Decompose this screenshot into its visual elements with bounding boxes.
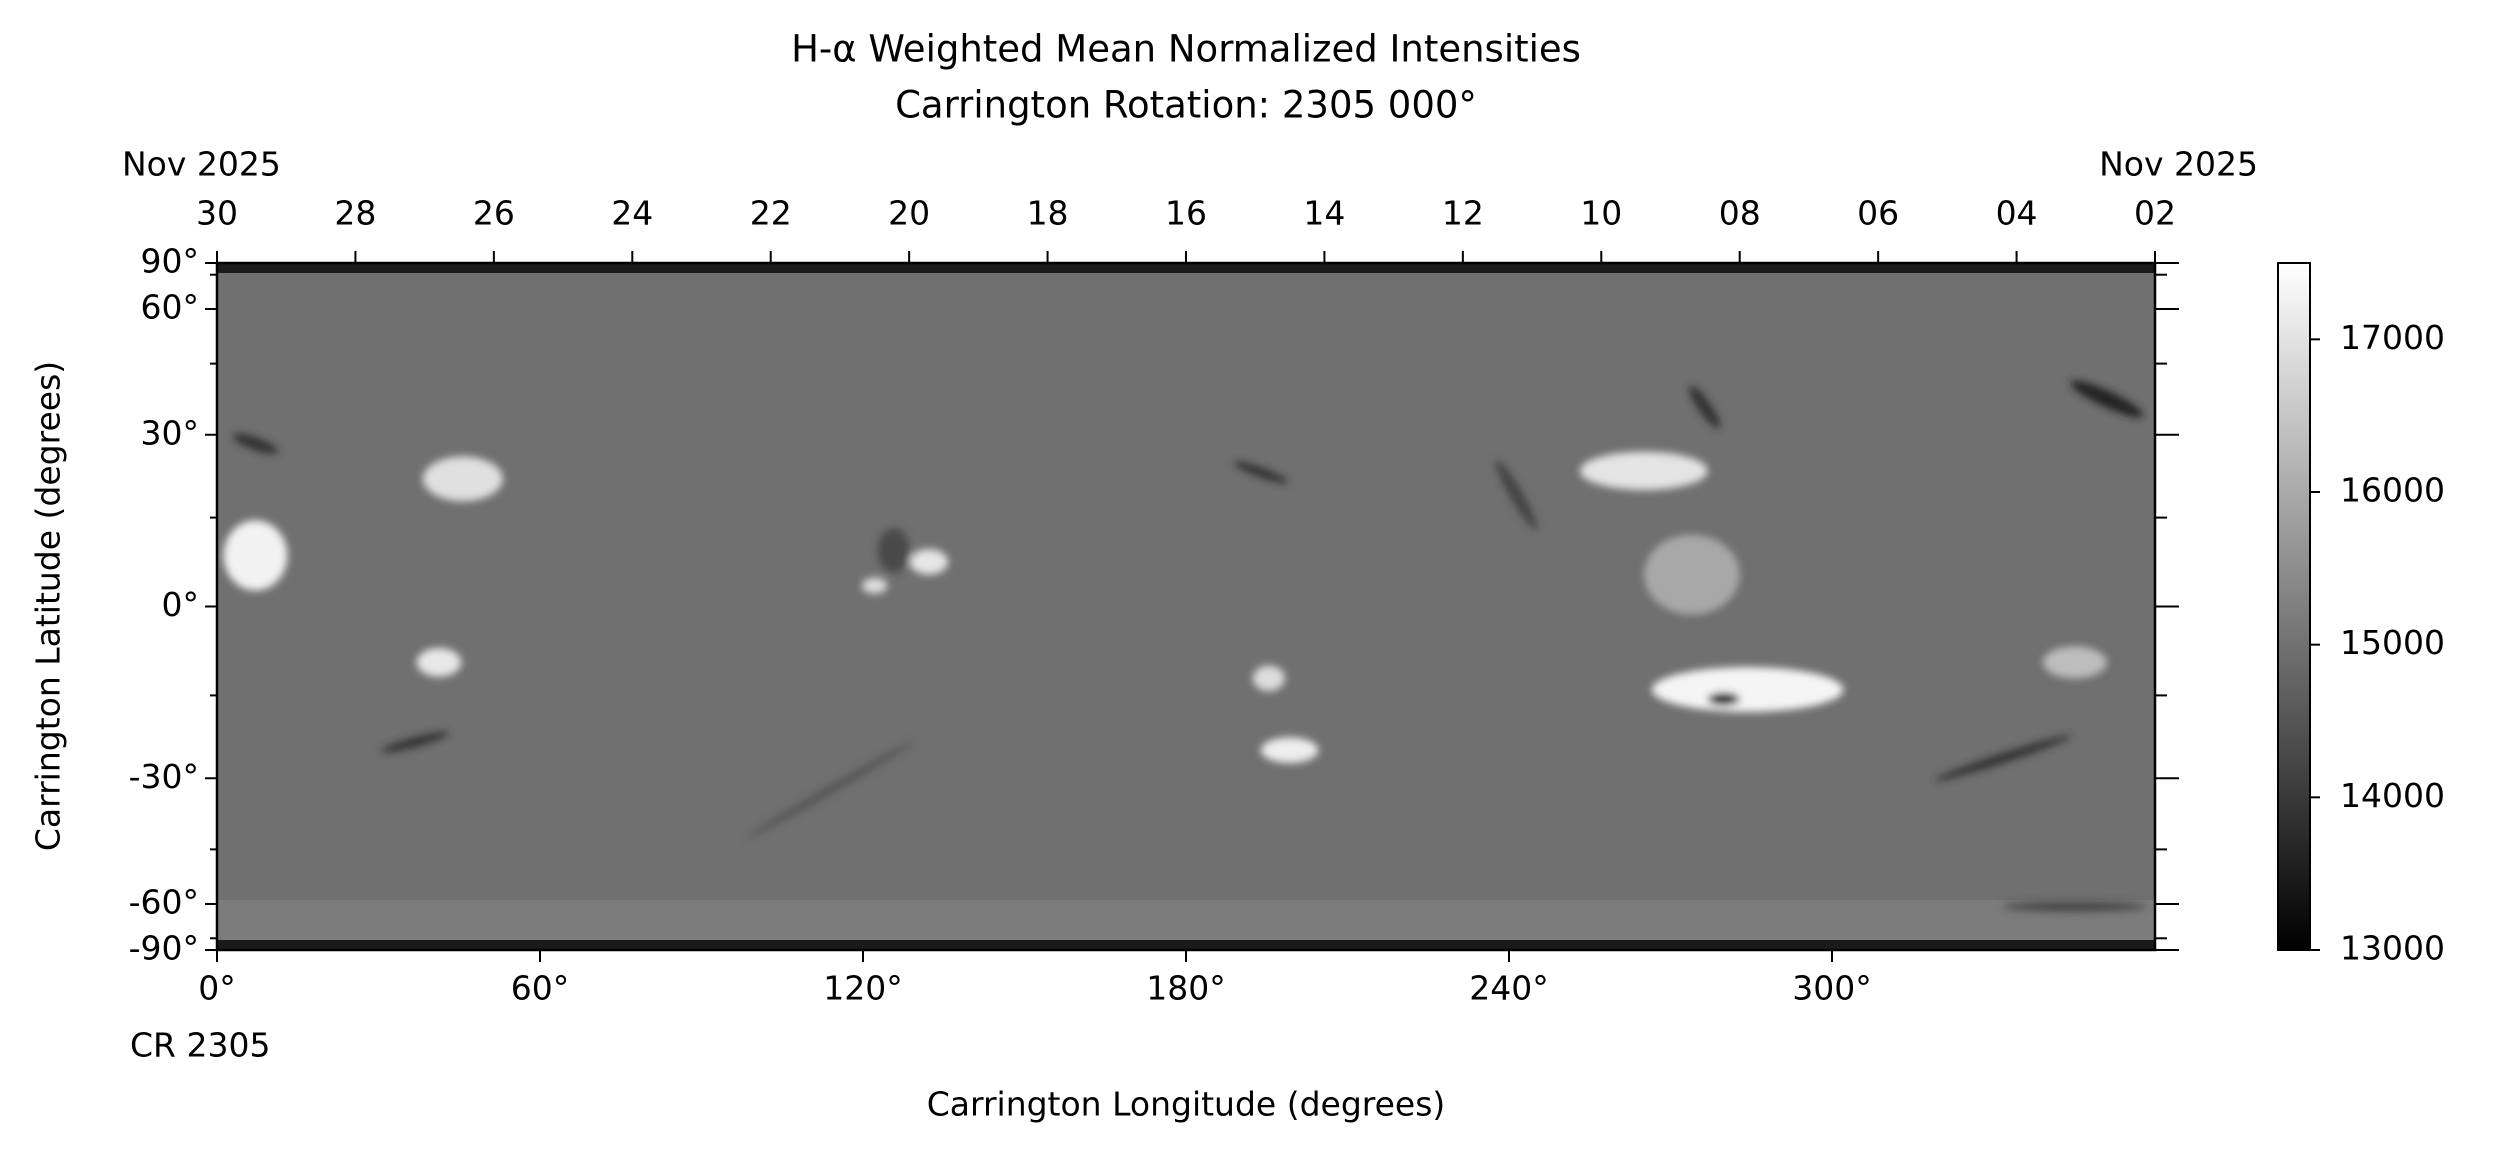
y-tick-label: -90° bbox=[129, 929, 199, 968]
x2-tick-label: 26 bbox=[473, 194, 515, 233]
map-background bbox=[217, 263, 2155, 950]
x2-tick-label: 22 bbox=[750, 194, 792, 233]
x-tick-label: 300° bbox=[1792, 969, 1872, 1008]
colorbar-tick-label: 13000 bbox=[2340, 929, 2445, 968]
x2-tick-label: 04 bbox=[1996, 194, 2038, 233]
colorbar-tick-label: 17000 bbox=[2340, 318, 2445, 357]
y-tick-label: 30° bbox=[141, 413, 200, 452]
colorbar-tick-label: 15000 bbox=[2340, 623, 2445, 662]
y-axis-label: Carrington Latitude (degrees) bbox=[29, 361, 68, 851]
x2-tick-label: 10 bbox=[1580, 194, 1622, 233]
map-edge bbox=[217, 263, 2155, 273]
y-tick-label: 60° bbox=[141, 288, 200, 327]
x2-tick-label: 12 bbox=[1442, 194, 1484, 233]
x2-tick-label: 14 bbox=[1303, 194, 1345, 233]
x2-tick-label: 16 bbox=[1165, 194, 1207, 233]
map-edge bbox=[217, 940, 2155, 950]
x2-tick-label: 08 bbox=[1719, 194, 1761, 233]
colorbar-tick-label: 14000 bbox=[2340, 776, 2445, 815]
x-tick-label: 120° bbox=[823, 969, 903, 1008]
map-band bbox=[217, 900, 2155, 940]
x2-tick-label: 28 bbox=[334, 194, 376, 233]
x2-end-label: Nov 2025 bbox=[2099, 145, 2258, 184]
x-tick-label: 60° bbox=[511, 969, 570, 1008]
colorbar-tick-label: 16000 bbox=[2340, 471, 2445, 510]
x-axis-label: Carrington Longitude (degrees) bbox=[927, 1085, 1446, 1124]
y-tick-label: 90° bbox=[141, 242, 200, 281]
x2-tick-label: 24 bbox=[611, 194, 653, 233]
x2-tick-label: 18 bbox=[1027, 194, 1069, 233]
chart-subtitle: Carrington Rotation: 2305 000° bbox=[895, 84, 1477, 127]
x-tick-label: 180° bbox=[1146, 969, 1226, 1008]
map-features bbox=[223, 380, 2147, 912]
x-start-label: CR 2305 bbox=[130, 1026, 270, 1065]
x2-tick-label: 02 bbox=[2134, 194, 2176, 233]
x-tick-label: 240° bbox=[1469, 969, 1549, 1008]
chart-title: H-α Weighted Mean Normalized Intensities bbox=[791, 28, 1581, 71]
x-tick-label: 0° bbox=[198, 969, 236, 1008]
synoptic-map bbox=[217, 263, 2155, 950]
x2-start-label: Nov 2025 bbox=[122, 145, 281, 184]
y-tick-label: 0° bbox=[162, 585, 200, 624]
x2-tick-label: 20 bbox=[888, 194, 930, 233]
y-tick-label: -60° bbox=[129, 882, 199, 921]
y-tick-label: -30° bbox=[129, 757, 199, 796]
colorbar bbox=[2277, 262, 2311, 951]
x2-tick-label: 30 bbox=[196, 194, 238, 233]
x2-tick-label: 06 bbox=[1857, 194, 1899, 233]
